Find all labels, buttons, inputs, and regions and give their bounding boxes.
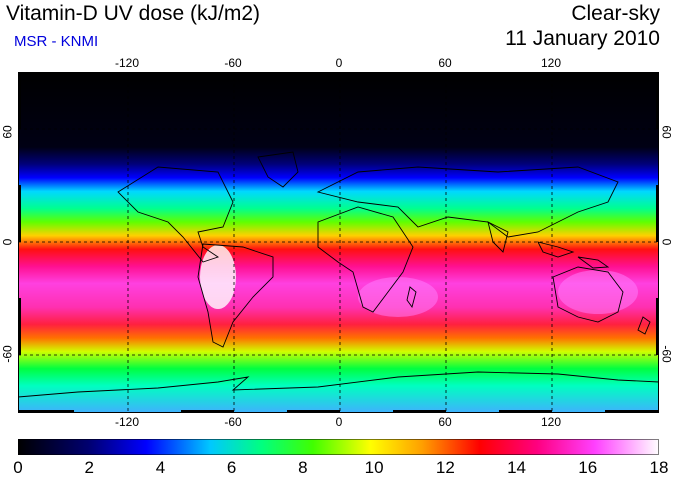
colorbar-label: 4 (155, 458, 166, 477)
lon-label-top: -60 (224, 56, 242, 70)
lon-label-top: 60 (438, 56, 452, 70)
lat-label-left: -60 (0, 345, 15, 363)
lon-label-bottom: 0 (335, 415, 343, 429)
source-label: MSR - KNMI (14, 33, 99, 50)
colorbar-label: 16 (578, 458, 598, 477)
colorbar-label: 12 (435, 458, 455, 477)
lat-label-right: -60 (659, 345, 674, 363)
lon-label-bottom: -60 (224, 415, 242, 429)
colorbar-label: 6 (226, 458, 237, 477)
lat-label-right: 60 (659, 125, 674, 139)
colorbar-label: 18 (649, 458, 669, 477)
colorbar-label: 14 (507, 458, 527, 477)
lon-label-bottom: 120 (540, 415, 562, 429)
lat-label-left: 0 (0, 238, 15, 246)
lon-label-bottom: 60 (438, 415, 452, 429)
uv-dose-map (18, 72, 659, 413)
colorbar-label: 8 (298, 458, 308, 477)
colorbar-label: 2 (84, 458, 94, 477)
sky-condition: Clear-sky (571, 2, 660, 25)
lon-label-top: -120 (114, 56, 140, 70)
lat-label-right: 0 (659, 238, 674, 246)
lon-label-top: 120 (540, 56, 562, 70)
lat-label-left: 60 (0, 125, 15, 139)
colorbar (18, 439, 659, 455)
colorbar-label: 0 (13, 458, 23, 477)
map-date: 11 January 2010 (505, 27, 660, 50)
colorbar-label: 10 (364, 458, 384, 477)
map-title: Vitamin-D UV dose (kJ/m2) (6, 2, 261, 25)
lon-label-bottom: -120 (114, 415, 140, 429)
lon-label-top: 0 (335, 56, 343, 70)
